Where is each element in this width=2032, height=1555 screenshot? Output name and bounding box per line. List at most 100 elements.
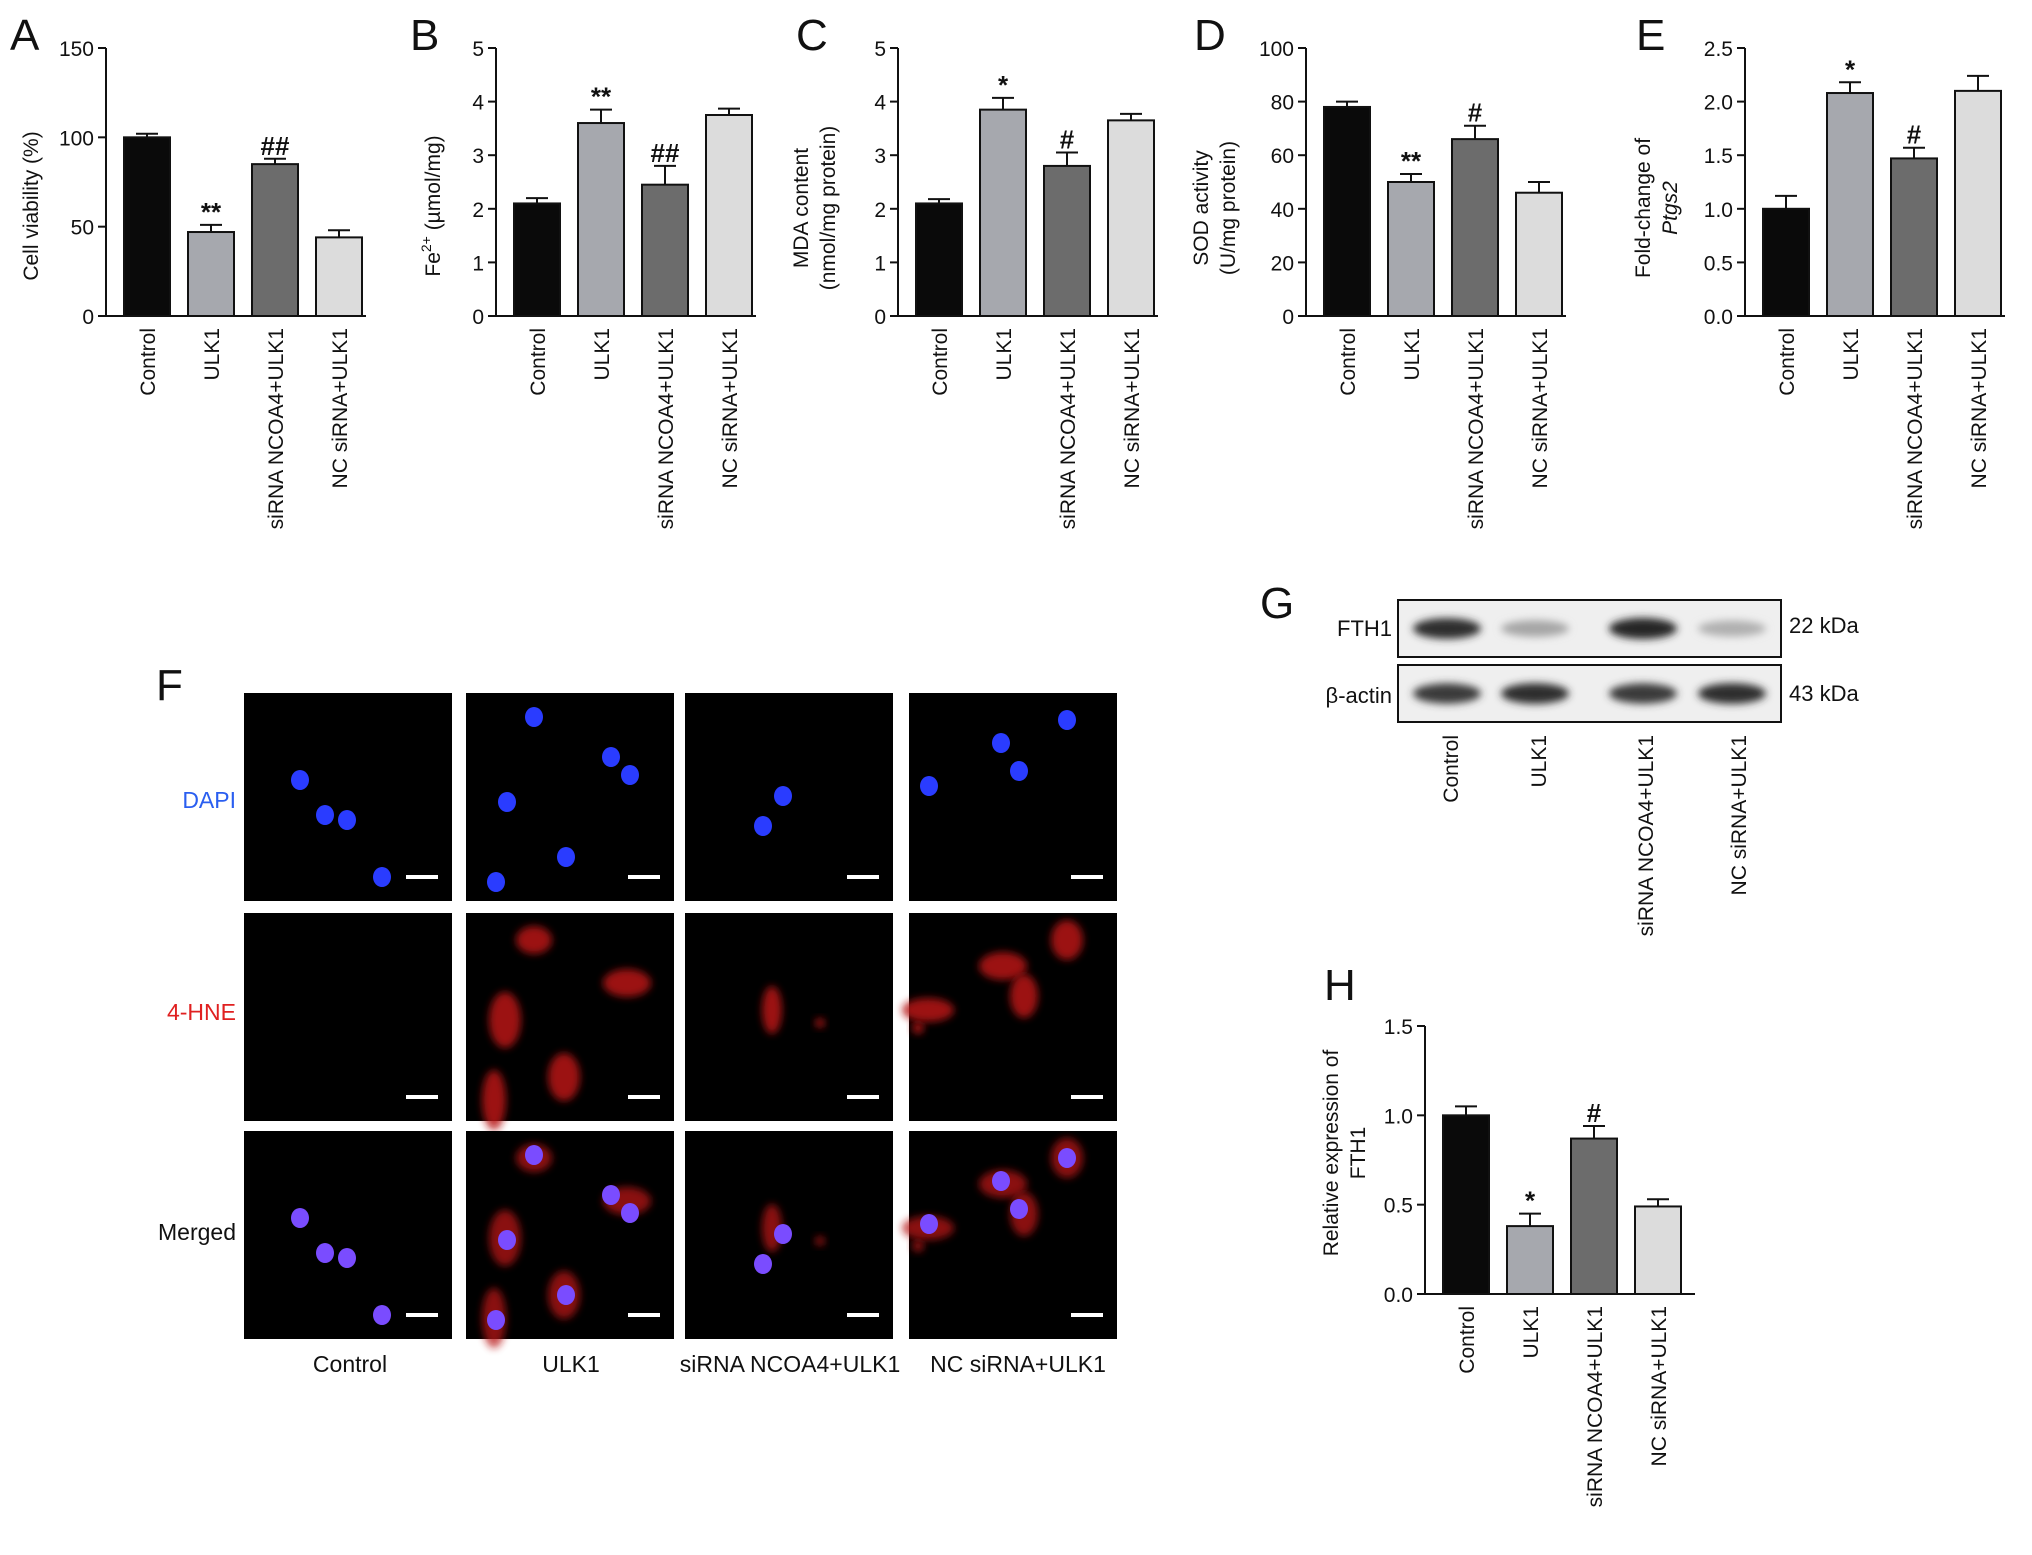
chart-h: 0.0 0.5 1.0 1.5 Control * ULK1 # siRNA NCOA4+ULK… — [1384, 1016, 1695, 1507]
nucleus — [525, 1145, 543, 1165]
micrograph-background — [685, 913, 893, 1121]
panel-label-f: F — [156, 661, 183, 710]
nucleus — [487, 1310, 505, 1330]
hne-stain — [1010, 974, 1038, 1018]
micro-row-label-merged: Merged — [158, 1219, 236, 1245]
bar — [1387, 181, 1435, 317]
blot-band — [1501, 683, 1569, 704]
category-label: ULK1 — [591, 328, 614, 381]
y-tick-label: 3 — [874, 145, 886, 168]
y-tick-label: 0 — [472, 306, 484, 329]
micrograph-0-3 — [909, 693, 1117, 901]
bar — [1515, 191, 1563, 317]
hne-stain — [548, 1053, 580, 1101]
bar — [123, 136, 171, 317]
nucleus — [621, 1203, 639, 1223]
nucleus — [920, 776, 938, 796]
panel-label-e: E — [1636, 11, 1665, 60]
panel-label-c: C — [796, 11, 828, 60]
category-label: siRNA NCOA4+ULK1 — [1584, 1306, 1607, 1507]
bar — [1570, 1137, 1618, 1296]
y-tick-label: 1.0 — [1704, 199, 1733, 222]
y-tick-label: 60 — [1271, 145, 1294, 168]
hne-stain — [815, 1018, 825, 1028]
chart-c: 0 1 2 3 4 5 Control * ULK1 # siRNA NCOA4+ULK1 NC si… — [874, 38, 1158, 529]
category-label: ULK1 — [993, 328, 1016, 381]
bar — [251, 163, 299, 317]
bar — [1506, 1225, 1554, 1296]
nucleus — [621, 765, 639, 785]
significance-mark: # — [1587, 1098, 1602, 1128]
micrograph-2-2 — [685, 1131, 893, 1339]
ylabel-h-line1: Relative expression of — [1320, 1050, 1343, 1257]
y-tick-label: 2.5 — [1704, 38, 1733, 61]
micro-row-label-dapi: DAPI — [182, 787, 236, 813]
hne-stain — [912, 1022, 924, 1034]
micrograph-1-3 — [902, 913, 1117, 1121]
nucleus — [920, 1214, 938, 1234]
category-label: ULK1 — [1401, 328, 1424, 381]
category-label: NC siRNA+ULK1 — [1648, 1306, 1671, 1466]
significance-mark: * — [1525, 1186, 1536, 1216]
y-tick-label: 150 — [59, 38, 94, 61]
hne-stain — [762, 986, 782, 1034]
y-tick-label: 100 — [1259, 38, 1294, 61]
hne-stain — [979, 952, 1027, 980]
bar — [1442, 1114, 1490, 1296]
nucleus — [525, 707, 543, 727]
hne-stain — [489, 992, 521, 1048]
significance-mark: ## — [651, 138, 680, 168]
blot-lane-label-sirna: siRNA NCOA4+ULK1 — [1635, 735, 1658, 936]
bar — [513, 202, 561, 317]
y-tick-label: 5 — [874, 38, 886, 61]
blot-lane-label-control: Control — [1440, 735, 1463, 803]
ylabel-e-line2: Ptgs2 — [1659, 181, 1682, 235]
significance-mark: ** — [201, 197, 222, 227]
y-tick-label: 0 — [1282, 306, 1294, 329]
nucleus — [774, 786, 792, 806]
ylabel-b-suffix: (µmol/mg) — [422, 135, 445, 236]
nucleus — [774, 1224, 792, 1244]
micrograph-background — [244, 1131, 452, 1339]
nucleus — [316, 805, 334, 825]
micrograph-2-0 — [244, 1131, 452, 1339]
blot-band — [1698, 683, 1766, 704]
bar — [641, 183, 689, 317]
micrograph-2-3 — [902, 1131, 1117, 1339]
microscopy-grid: DAPI 4-HNE Merged Control ULK1 siRNA NCOA4+UL… — [158, 693, 1117, 1377]
ylabel-c: MDA content (nmol/mg protein) — [790, 126, 840, 291]
category-label: Control — [1456, 1306, 1479, 1374]
micro-col-label-sirna: siRNA NCOA4+ULK1 — [680, 1351, 901, 1377]
y-tick-label: 1 — [472, 252, 484, 275]
blot-size-fth1: 22 kDa — [1789, 613, 1859, 638]
micro-col-label-control: Control — [313, 1351, 387, 1377]
significance-mark: # — [1907, 120, 1922, 150]
hne-stain — [482, 1070, 506, 1130]
y-tick-label: 2 — [472, 199, 484, 222]
ylabel-a: Cell viability (%) — [20, 131, 43, 280]
ylabel-d-line1: SOD activity — [1190, 150, 1213, 266]
blot-band — [1698, 620, 1766, 637]
bar — [1634, 1205, 1682, 1296]
micro-row-label-4hne: 4-HNE — [167, 999, 236, 1025]
blot-band — [1413, 683, 1481, 704]
significance-mark: ** — [591, 82, 612, 112]
significance-mark: ** — [1401, 146, 1422, 176]
category-label: ULK1 — [201, 328, 224, 381]
significance-mark: * — [998, 70, 1009, 100]
micrograph-background — [244, 693, 452, 901]
nucleus — [373, 1305, 391, 1325]
nucleus — [498, 1230, 516, 1250]
nucleus — [373, 867, 391, 887]
ylabel-d: SOD activity (U/mg protein) — [1190, 141, 1240, 275]
bar — [1107, 119, 1155, 317]
category-label: NC siRNA+ULK1 — [719, 328, 742, 488]
bar — [1043, 164, 1091, 317]
y-tick-label: 0 — [874, 306, 886, 329]
nucleus — [291, 1208, 309, 1228]
nucleus — [992, 1171, 1010, 1191]
nucleus — [1010, 1199, 1028, 1219]
panel-label-h: H — [1324, 961, 1356, 1010]
nucleus — [316, 1243, 334, 1263]
